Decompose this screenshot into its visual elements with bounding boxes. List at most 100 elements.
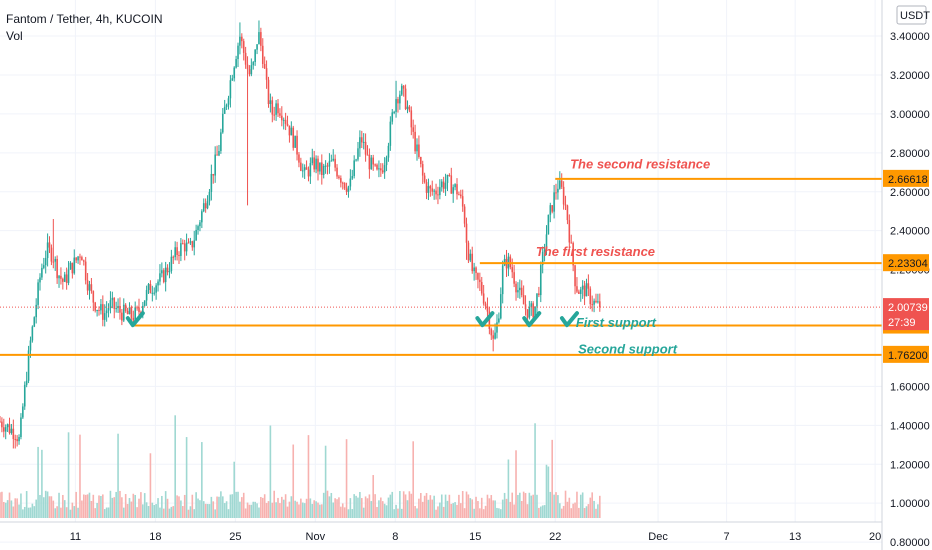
candle-body (46, 242, 49, 259)
volume-bar (29, 507, 32, 518)
volume-bar (197, 498, 199, 518)
candle-body (86, 280, 89, 291)
volume-bar (395, 504, 397, 518)
candle-body (418, 144, 420, 157)
volume-bar (477, 500, 479, 518)
volume-bar (96, 502, 98, 518)
x-tick-label: 22 (549, 531, 561, 543)
volume-bar (69, 509, 72, 518)
candle-body (48, 242, 51, 248)
candle-body (261, 45, 264, 64)
candle-body (107, 308, 110, 311)
x-tick-label: Dec (648, 531, 668, 543)
candle-body (583, 285, 586, 297)
volume-bar (225, 501, 228, 518)
candle-body (216, 154, 218, 156)
candle-body (90, 284, 93, 292)
volume-bar (281, 496, 283, 518)
volume-bar (305, 498, 308, 518)
volume-bar (208, 504, 211, 518)
y-tick-label: 0.80000 (890, 537, 930, 549)
checkmark-icon (559, 311, 579, 328)
volume-bar (543, 505, 546, 518)
volume-bar (25, 491, 28, 518)
candle-body (576, 286, 578, 292)
candle-body (23, 384, 26, 407)
volume-bar (389, 494, 392, 518)
candle-body (145, 290, 148, 301)
candle-body (124, 304, 127, 311)
candle-body (385, 157, 388, 166)
candle-body (204, 203, 207, 209)
volume-bar (122, 507, 125, 518)
candle-body (149, 284, 152, 294)
volume-bar (408, 491, 411, 518)
candle-body (227, 98, 230, 105)
volume-bar (539, 506, 542, 518)
price-axis (882, 0, 932, 550)
last-price-badge (883, 298, 929, 331)
volume-bar (241, 497, 243, 518)
volume-bar (557, 495, 559, 518)
volume-bar (1, 491, 3, 518)
candle-body (370, 157, 373, 170)
volume-bar (39, 494, 41, 518)
currency-badge (896, 5, 927, 25)
y-tick-label: 1.40000 (890, 420, 930, 432)
candle-body (460, 194, 462, 197)
checkmark-icon (522, 311, 542, 328)
symbol-title[interactable]: Fantom / Tether, 4h, KUCOIN (6, 12, 163, 26)
volume-bar (195, 492, 197, 518)
candle-body (113, 297, 116, 309)
candle-body (210, 173, 213, 192)
volume-bar (467, 494, 470, 518)
candle-body (498, 318, 500, 323)
y-tick-label: 2.60000 (890, 187, 930, 199)
volume-bar (378, 500, 380, 518)
candle-body (351, 176, 354, 179)
volume-bar (568, 497, 571, 518)
candle-body (555, 192, 557, 194)
volume-label: Vol (6, 29, 23, 43)
volume-bar (128, 498, 131, 518)
candle-body (517, 290, 519, 293)
candle-body (275, 103, 277, 115)
candle-body (564, 204, 567, 206)
volume-bar (429, 495, 432, 518)
volume-bar (168, 508, 171, 518)
candle-body (63, 274, 66, 282)
candle-body (248, 69, 251, 75)
volume-bar (178, 496, 180, 518)
volume-bar (440, 494, 443, 518)
volume-bar (446, 500, 449, 518)
volume-bar (164, 491, 167, 518)
candle-body (355, 159, 357, 161)
candle-body (4, 427, 7, 432)
volume-bar (545, 464, 548, 518)
volume-bar (402, 491, 405, 518)
candle-body (153, 292, 156, 294)
candle-body (520, 287, 523, 296)
volume-bar (488, 498, 491, 518)
candle-body (381, 170, 384, 173)
candle-body (319, 162, 321, 172)
volume-bar (406, 500, 409, 518)
volume-bar (113, 497, 116, 518)
candle-body (414, 131, 416, 152)
volume-bar (496, 507, 498, 518)
volume-bar (162, 508, 165, 518)
candle-body (279, 113, 281, 116)
volume-bar (284, 494, 287, 518)
volume-bar (23, 506, 26, 518)
candle-body (292, 127, 295, 148)
candle-body (589, 288, 592, 305)
candle-body (22, 406, 24, 418)
volume-bar (452, 503, 454, 518)
volume-bar (334, 498, 336, 518)
volume-bar (37, 446, 39, 518)
candle-body (250, 65, 253, 75)
volume-bar (473, 508, 475, 518)
candle-body (425, 182, 428, 193)
